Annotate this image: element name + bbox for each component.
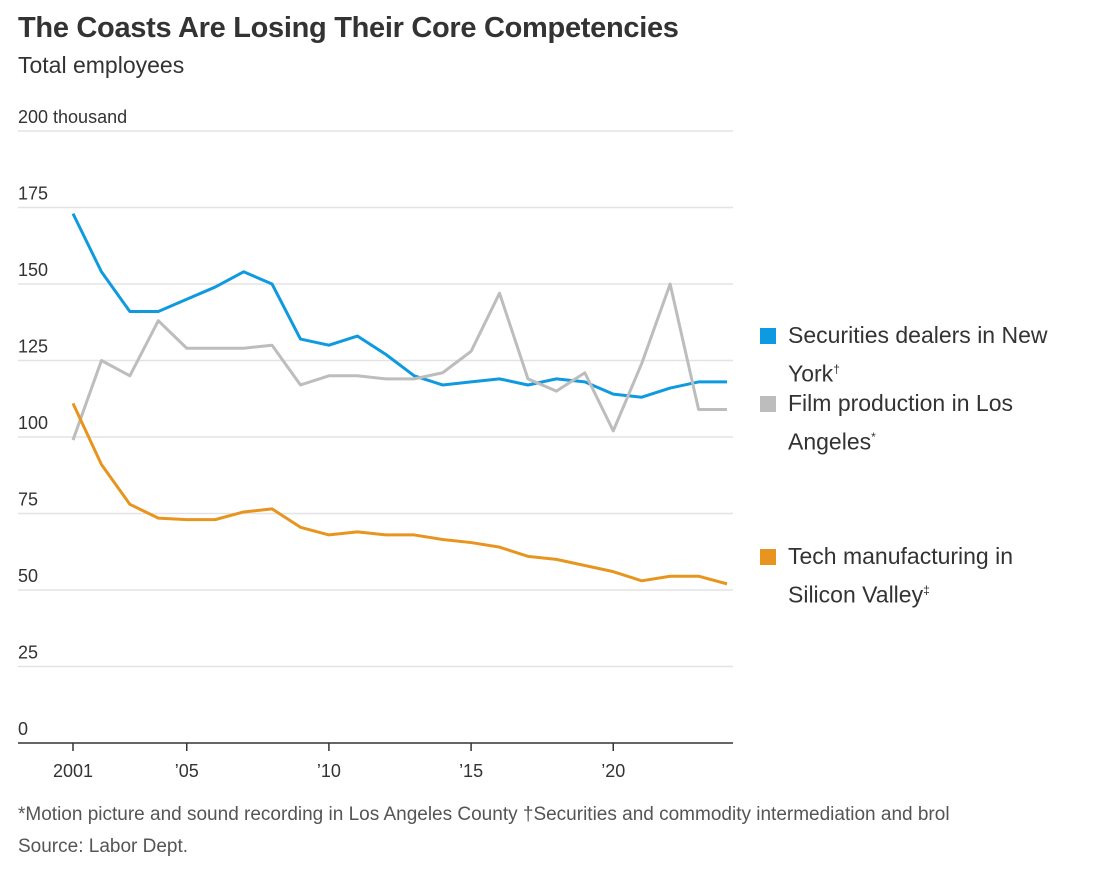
y-tick-label: 125	[18, 337, 48, 357]
legend-item: Tech manufacturing in Silicon Valley‡	[760, 539, 1080, 612]
legend-swatch	[760, 396, 776, 412]
legend-item: Securities dealers in New York†	[760, 318, 1080, 391]
series-line	[71, 402, 728, 586]
footnote-mark: *	[871, 430, 876, 444]
footnote-mark: ‡	[923, 583, 930, 597]
x-tick-label: ’15	[459, 761, 483, 781]
x-tick-label: ’05	[175, 761, 199, 781]
y-tick-label: 25	[18, 643, 38, 663]
footnote-mark: †	[833, 362, 840, 376]
legend-label: Tech manufacturing in Silicon Valley‡	[788, 543, 1014, 608]
footnote: *Motion picture and sound recording in L…	[18, 804, 950, 825]
legend-swatch	[760, 328, 776, 344]
legend-label: Securities dealers in New York†	[788, 322, 1048, 387]
y-tick-label: 150	[18, 260, 48, 280]
y-tick-label: 50	[18, 566, 38, 586]
y-tick-label: 75	[18, 490, 38, 510]
x-tick-label: 2001	[53, 761, 93, 781]
series-line	[71, 282, 727, 441]
legend-label: Film production in Los Angeles*	[788, 390, 1013, 455]
chart-title: The Coasts Are Losing Their Core Compete…	[18, 12, 679, 44]
legend-swatch	[760, 549, 776, 565]
x-tick-label: ’10	[317, 761, 341, 781]
chart-subtitle: Total employees	[18, 52, 185, 78]
y-tick-label: 0	[18, 719, 28, 739]
y-tick-label: 175	[18, 184, 48, 204]
y-tick-label: 100	[18, 413, 48, 433]
y-tick-label: 200 thousand	[18, 107, 127, 127]
legend-item: Film production in Los Angeles*	[760, 386, 1080, 459]
source-note: Source: Labor Dept.	[18, 836, 189, 857]
series-line	[71, 212, 727, 399]
x-tick-label: ’20	[601, 761, 625, 781]
